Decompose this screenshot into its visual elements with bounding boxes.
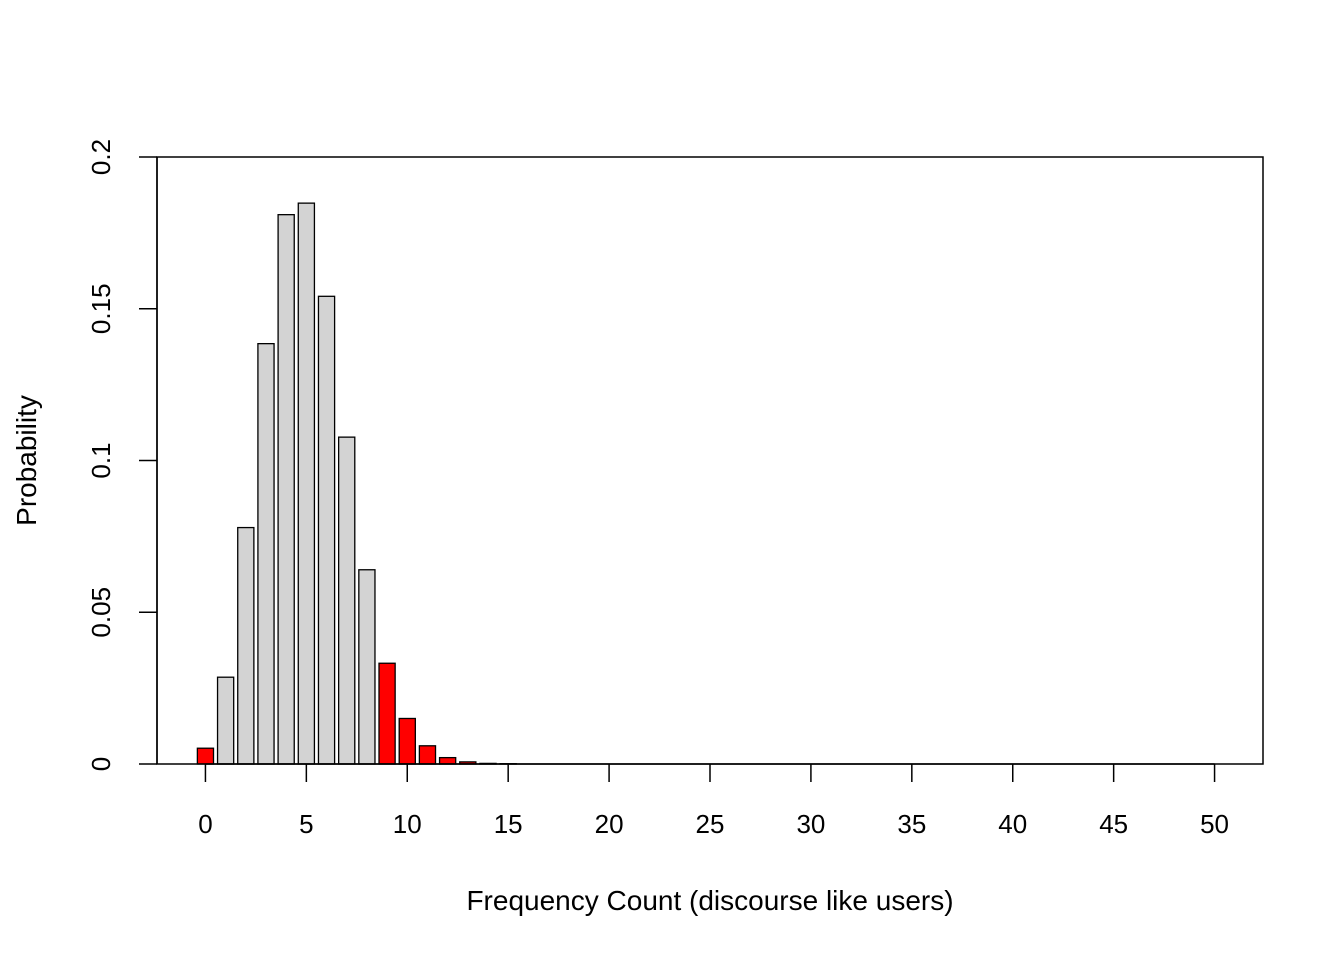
bar-9 (378, 662, 396, 765)
x-tick-label-35: 35 (897, 809, 926, 839)
bar-7 (337, 436, 356, 765)
bar-4 (277, 214, 295, 765)
y-tick-label-0.1: 0.1 (86, 442, 116, 478)
x-axis: 0 5 10 15 20 25 30 35 40 45 50 (198, 763, 1229, 839)
x-tick-label-45: 45 (1099, 809, 1128, 839)
y-axis: 0 0.05 0.1 0.15 0.2 (86, 139, 158, 771)
x-tick-label-30: 30 (796, 809, 825, 839)
x-tick-label-25: 25 (696, 809, 725, 839)
x-tick-label-20: 20 (595, 809, 624, 839)
bar-10 (398, 717, 416, 765)
bar-5 (297, 202, 316, 765)
bars-group (196, 202, 517, 765)
bar-8 (358, 569, 376, 765)
x-tick-label-40: 40 (998, 809, 1027, 839)
y-tick-label-0: 0 (86, 757, 116, 771)
bar-2 (237, 526, 255, 765)
x-tick-label-5: 5 (299, 809, 313, 839)
bar-1 (216, 676, 235, 765)
bar-11 (418, 745, 437, 765)
x-tick-label-0: 0 (198, 809, 212, 839)
x-tick-label-50: 50 (1200, 809, 1229, 839)
x-axis-title: Frequency Count (discourse like users) (466, 885, 953, 916)
y-axis-title: Probability (11, 395, 42, 526)
x-tick-label-10: 10 (393, 809, 422, 839)
y-tick-label-0.05: 0.05 (86, 587, 116, 638)
y-tick-label-0.15: 0.15 (86, 283, 116, 334)
bar-12 (438, 756, 457, 765)
bar-0 (196, 747, 215, 765)
x-tick-label-15: 15 (494, 809, 523, 839)
bar-6 (317, 295, 336, 765)
bar-3 (257, 343, 275, 765)
y-tick-label-0.2: 0.2 (86, 139, 116, 175)
